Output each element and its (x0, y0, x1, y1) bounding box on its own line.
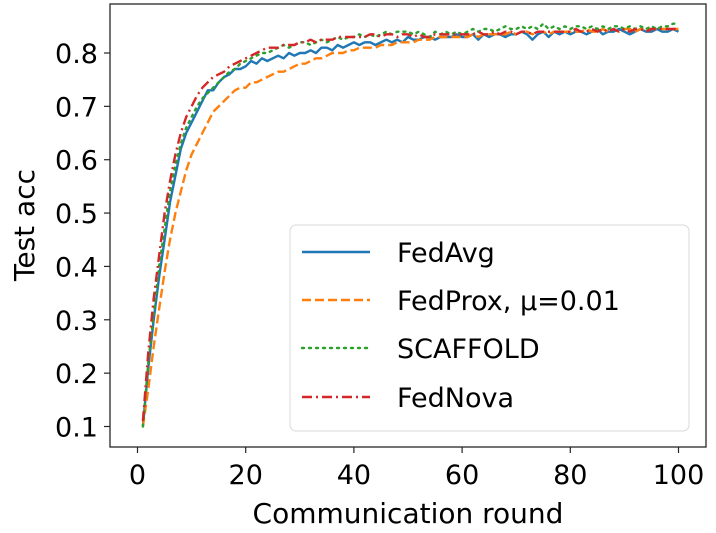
y-tick-label: 0.5 (55, 199, 98, 230)
x-tick-label: 80 (553, 460, 587, 491)
series-line-fedprox (141, 27, 679, 427)
series-line-fedavg (141, 27, 680, 427)
x-axis-label: Communication round (253, 497, 564, 530)
plot-area (109, 3, 707, 448)
x-tick-label: 60 (445, 460, 479, 491)
x-tick-label: 0 (129, 460, 146, 491)
legend-label: FedProx, μ=0.01 (397, 286, 620, 317)
y-tick-label: 0.1 (55, 413, 98, 444)
series-layer (141, 22, 680, 428)
x-axis: 0 20 40 60 80 100 (129, 447, 704, 491)
legend-item: FedAvg (302, 238, 495, 269)
legend-label: SCAFFOLD (397, 334, 540, 365)
legend-box (289, 224, 690, 432)
y-tick-label: 0.7 (55, 92, 98, 123)
y-tick-label: 0.8 (55, 39, 98, 70)
axes-frame (109, 3, 707, 448)
x-tick-label: 20 (229, 460, 263, 491)
y-tick-label: 0.6 (55, 146, 98, 177)
legend-item: SCAFFOLD (300, 334, 540, 365)
y-axis: 0.1 0.2 0.3 0.4 0.5 0.6 0.7 0.8 (55, 39, 110, 444)
y-axis-label: Test acc (8, 169, 41, 282)
legend-item: FedNova (302, 383, 514, 414)
y-tick-label: 0.2 (55, 359, 98, 390)
x-tick-label: 100 (653, 460, 705, 491)
y-tick-label: 0.3 (55, 306, 98, 337)
series-line-scaffold (141, 22, 680, 428)
legend-item: FedProx, μ=0.01 (302, 286, 620, 317)
x-tick-label: 40 (337, 460, 371, 491)
legend-label: FedNova (397, 383, 514, 414)
legend-label: FedAvg (397, 238, 495, 269)
legend: FedAvg FedProx, μ=0.01 SCAFFOLD FedNova (289, 224, 690, 432)
series-line-fednova (141, 27, 679, 422)
y-tick-label: 0.4 (55, 252, 98, 283)
